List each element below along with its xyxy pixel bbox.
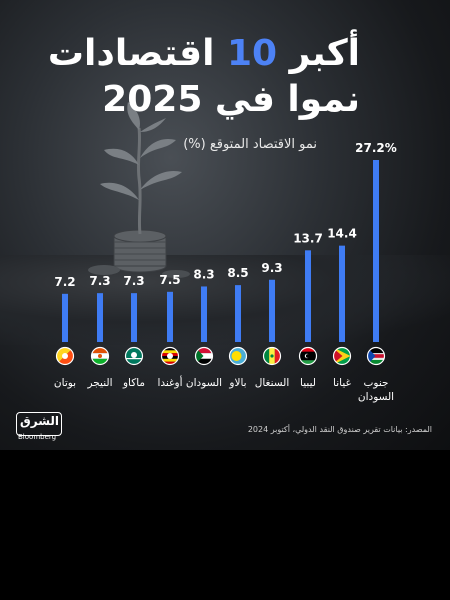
bar-7 [167, 291, 173, 342]
value-label-2: 14.4 [327, 227, 357, 241]
source-note: المصدر: بيانات تقرير صندوق النقد الدولي،… [247, 425, 432, 434]
uganda-flag-icon [160, 346, 180, 366]
value-label-3: 13.7 [293, 231, 323, 245]
category-label-9: النيجر [86, 377, 112, 389]
category-label-6: السودان [186, 377, 222, 389]
libya-flag-icon [298, 346, 318, 366]
value-label-5: 8.5 [227, 266, 248, 280]
bar-chart: 27.2% جنوب السودان 14.4 غيانا 13.7 ليبيا 9.3 الس… [54, 141, 397, 403]
sudan-flag-icon [194, 346, 214, 366]
bar-1 [373, 160, 379, 342]
logo-arabic-text: الشرق [20, 414, 60, 428]
category-label-5: بالاو [228, 377, 246, 389]
value-label-4: 9.3 [261, 261, 282, 275]
infographic-card: أكبر 10 اقتصادات نموا في 2025 نمو الاقتص… [0, 0, 450, 450]
value-label-10: 7.2 [54, 275, 75, 289]
title-line-2: نموا في 2025 [102, 79, 360, 120]
logo-frame [16, 412, 62, 436]
niger-flag-icon [90, 346, 110, 366]
category-label-4: السنغال [255, 377, 290, 389]
bar-9 [97, 293, 103, 342]
logo-english-text: Bloomberg [18, 433, 57, 441]
category-label-1: جنوب [364, 377, 389, 389]
category-label-7: أوغندا [157, 375, 182, 389]
bhutan-flag-icon [55, 346, 75, 366]
bar-5 [235, 285, 241, 342]
south-sudan-flag-icon [366, 346, 386, 366]
bar-3 [305, 250, 311, 342]
value-label-6: 8.3 [193, 267, 214, 281]
y-axis-label: نمو الاقتصاد المتوقع (%) [183, 137, 317, 152]
title-word-akbar: أكبر [289, 33, 360, 74]
bar-6 [201, 286, 207, 342]
bar-4 [269, 279, 275, 342]
value-label-8: 7.3 [123, 274, 144, 288]
plant-coins-illustration [88, 102, 190, 278]
title-word-economies: اقتصادات [47, 33, 215, 74]
value-label-7: 7.5 [159, 273, 180, 287]
macau-flag-icon [124, 346, 144, 366]
value-label-1: 27.2% [355, 141, 397, 155]
category-label-2: غيانا [333, 377, 351, 389]
bar-8 [131, 293, 137, 342]
guyana-flag-icon [332, 346, 352, 366]
title-line-1: أكبر 10 اقتصادات [48, 34, 360, 74]
category-label-1: السودان [358, 391, 394, 403]
category-label-3: ليبيا [300, 377, 316, 389]
title-number: 10 [226, 33, 278, 74]
asharq-bloomberg-logo: الشرق Bloomberg [16, 412, 72, 442]
bar-2 [339, 245, 345, 342]
category-label-10: بوتان [54, 377, 76, 389]
bar-10 [62, 293, 68, 342]
value-label-9: 7.3 [89, 274, 110, 288]
palau-flag-icon [228, 346, 248, 366]
category-label-8: ماكاو [122, 377, 145, 389]
senegal-flag-icon [262, 346, 282, 366]
